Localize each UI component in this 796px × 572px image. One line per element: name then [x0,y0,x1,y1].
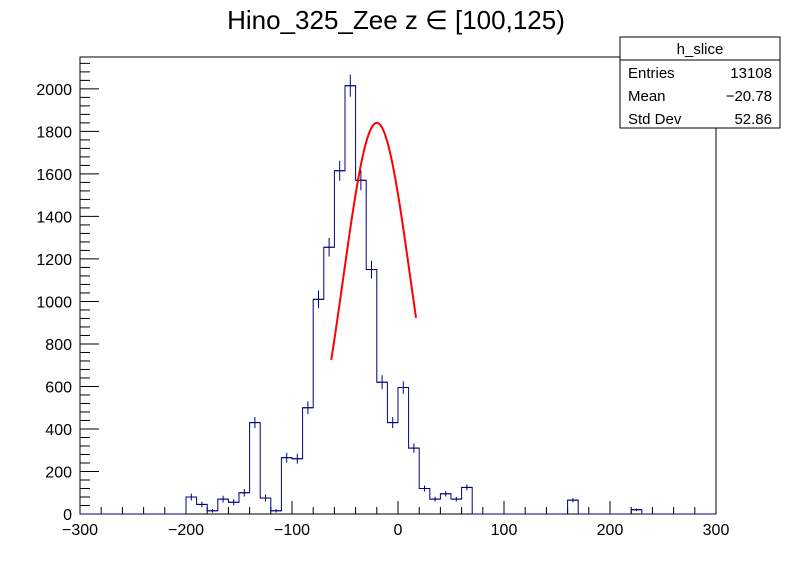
y-tick-label: 200 [45,464,72,481]
stats-stddev-value: 52.86 [734,111,772,128]
x-tick-label: 200 [597,522,624,539]
stats-stddev-label: Std Dev [628,111,682,128]
y-tick-label: 0 [63,507,72,524]
y-tick-label: 2000 [36,82,72,99]
x-tick-label: −200 [168,522,204,539]
x-tick-label: 100 [491,522,518,539]
y-axis: 0 200 400 600 800 1000 1200 1400 1600 1800 2000 [36,62,99,524]
x-tick-label: −300 [62,522,98,539]
y-tick-label: 600 [45,379,72,396]
error-bars [175,74,653,515]
stats-entries-label: Entries [628,65,675,82]
stats-box-title: h_slice [677,41,724,58]
y-tick-label: 1400 [36,209,72,226]
stats-entries-value: 13108 [730,65,772,82]
x-tick-label: 300 [703,522,730,539]
y-tick-label: 800 [45,337,72,354]
y-tick-label: 400 [45,422,72,439]
stats-box: h_slice Entries 13108 Mean −20.78 Std De… [619,36,781,129]
y-tick-label: 1800 [36,124,72,141]
stats-mean-value: −20.78 [726,88,772,105]
gaussian-fit-curve [330,121,418,361]
x-tick-label: 0 [394,522,403,539]
stats-box-frame [619,36,781,129]
y-tick-label: 1200 [36,252,72,269]
x-axis: −300 −200 −100 0 100 200 300 [62,501,729,539]
y-tick-label: 1600 [36,167,72,184]
chart-title: Hino_325_Zee z ∈ [100,125) [227,5,565,35]
x-tick-label: −100 [274,522,310,539]
stats-mean-label: Mean [628,88,666,105]
y-tick-label: 1000 [36,294,72,311]
